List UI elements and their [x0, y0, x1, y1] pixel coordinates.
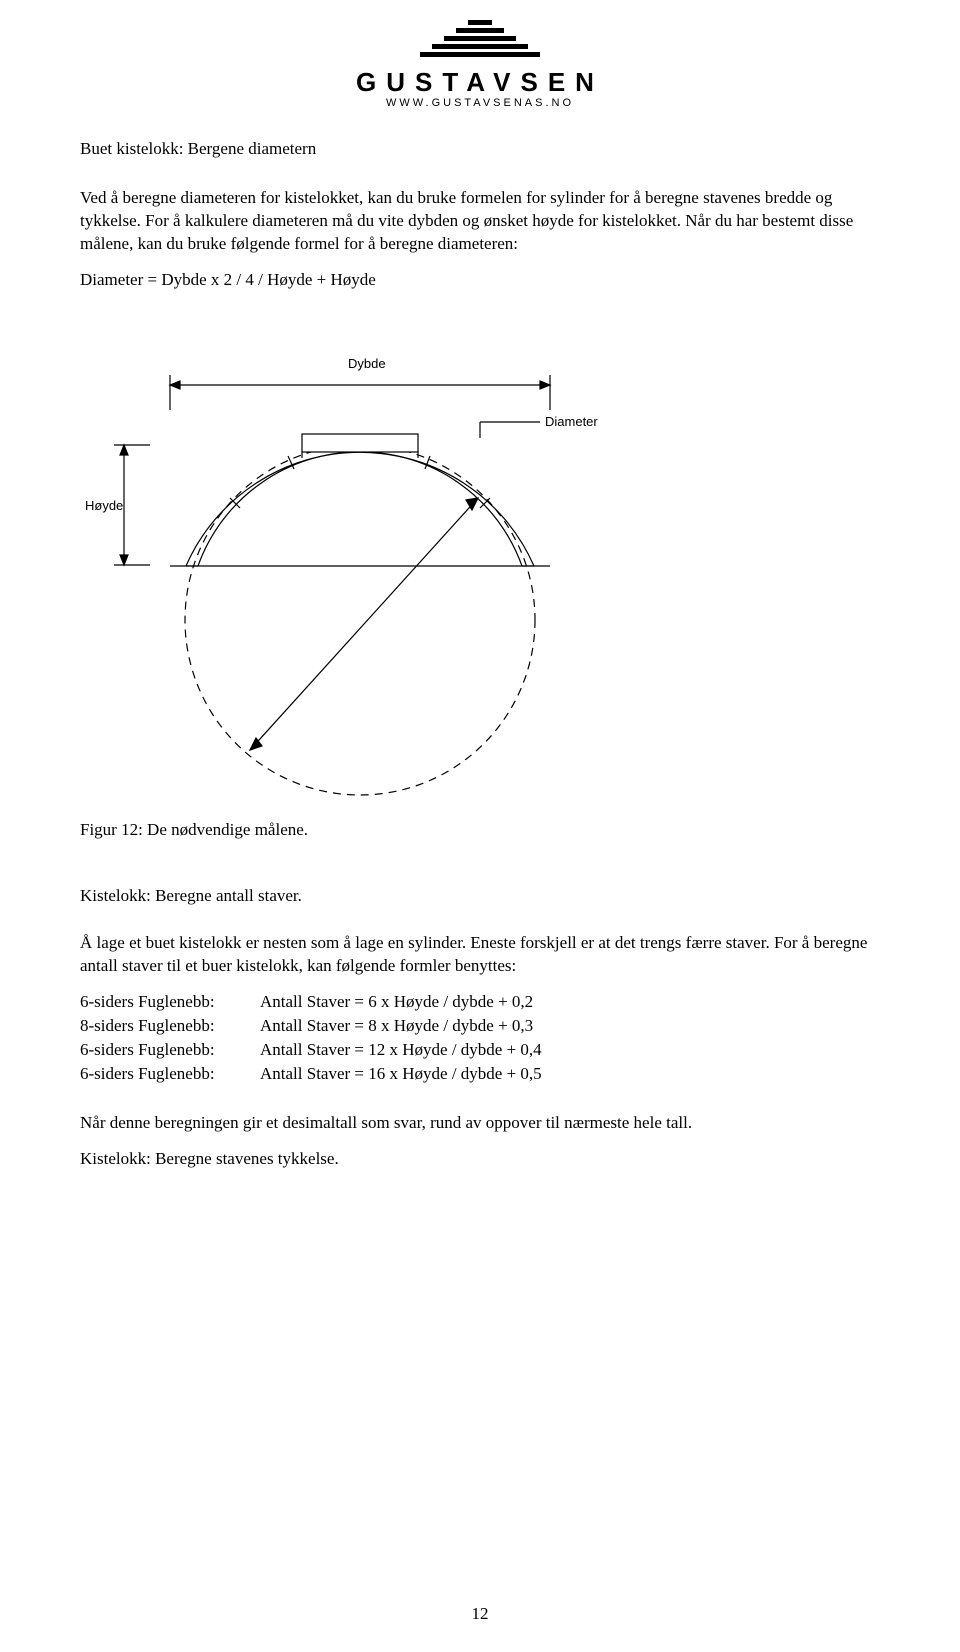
formula-table: 6-siders Fuglenebb: Antall Staver = 6 x … — [80, 992, 542, 1088]
formula-expr: Antall Staver = 6 x Høyde / dybde + 0,2 — [260, 992, 542, 1016]
figure-label-diameter: Diameter — [545, 414, 598, 429]
section1-para: Ved å beregne diameteren for kistelokket… — [80, 187, 880, 256]
section1-title: Buet kistelokk: Bergene diametern — [80, 139, 880, 159]
logo-name: GUSTAVSEN — [80, 69, 880, 95]
section3-title: Kistelokk: Beregne stavenes tykkelse. — [80, 1149, 880, 1169]
table-row: 6-siders Fuglenebb: Antall Staver = 16 x… — [80, 1064, 542, 1088]
rounding-note: Når denne beregningen gir et desimaltall… — [80, 1112, 880, 1135]
table-row: 8-siders Fuglenebb: Antall Staver = 8 x … — [80, 1016, 542, 1040]
table-row: 6-siders Fuglenebb: Antall Staver = 12 x… — [80, 1040, 542, 1064]
section2-title: Kistelokk: Beregne antall staver. — [80, 886, 880, 906]
logo-stripes-icon — [400, 18, 560, 62]
formula-label: 6-siders Fuglenebb: — [80, 992, 260, 1016]
figure-label-hoyde: Høyde — [85, 498, 123, 513]
figure-diagram: Dybde Diameter Høyde — [80, 330, 880, 800]
section2-para: Å lage et buet kistelokk er nesten som å… — [80, 932, 880, 978]
page-number: 12 — [0, 1604, 960, 1624]
figure-label-dybde: Dybde — [348, 356, 386, 371]
formula-label: 6-siders Fuglenebb: — [80, 1064, 260, 1088]
table-row: 6-siders Fuglenebb: Antall Staver = 6 x … — [80, 992, 542, 1016]
formula-label: 8-siders Fuglenebb: — [80, 1016, 260, 1040]
logo-url: WWW.GUSTAVSENAS.NO — [80, 97, 880, 109]
formula-expr: Antall Staver = 16 x Høyde / dybde + 0,5 — [260, 1064, 542, 1088]
formula-expr: Antall Staver = 8 x Høyde / dybde + 0,3 — [260, 1016, 542, 1040]
logo-block: GUSTAVSEN WWW.GUSTAVSENAS.NO — [80, 18, 880, 109]
diameter-formula: Diameter = Dybde x 2 / 4 / Høyde + Høyde — [80, 270, 880, 290]
figure-caption: Figur 12: De nødvendige målene. — [80, 820, 880, 840]
formula-label: 6-siders Fuglenebb: — [80, 1040, 260, 1064]
formula-expr: Antall Staver = 12 x Høyde / dybde + 0,4 — [260, 1040, 542, 1064]
